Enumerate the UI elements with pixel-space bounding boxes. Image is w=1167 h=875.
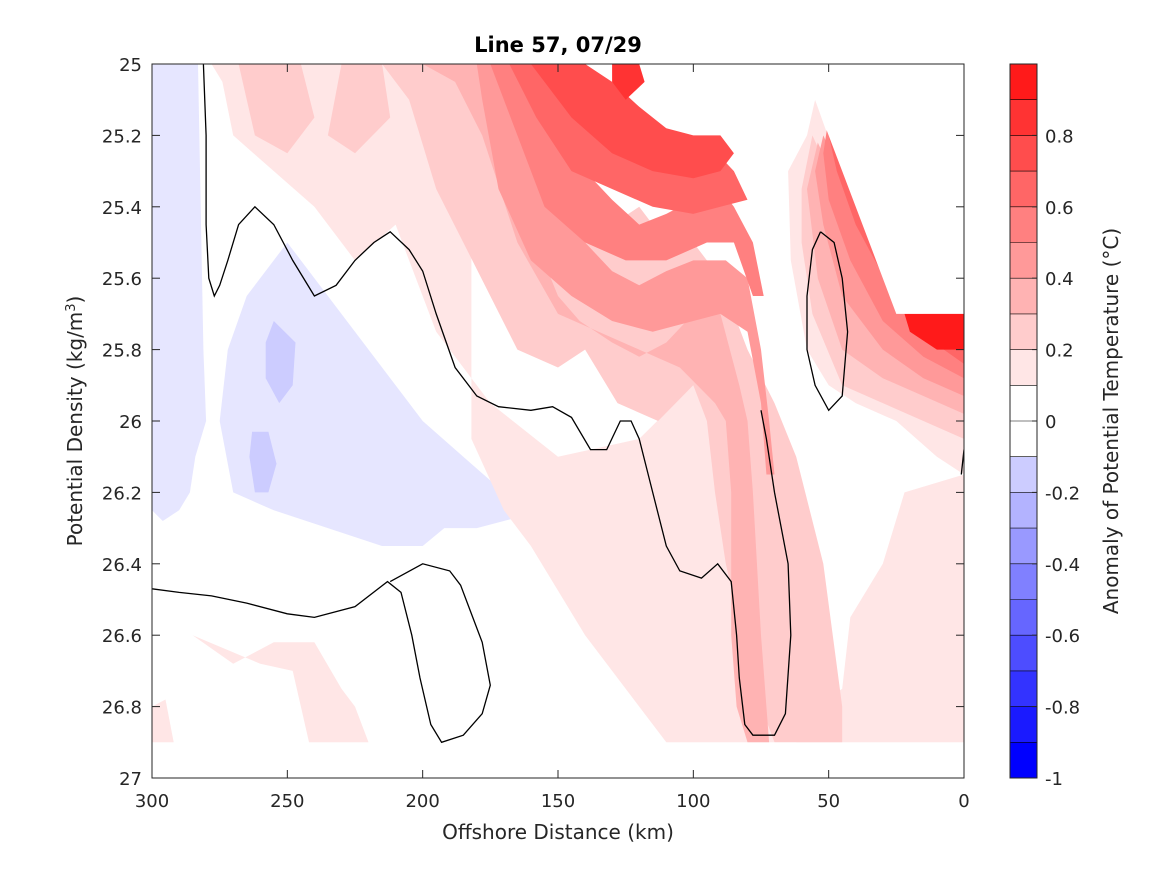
y-tick-label-1: 25.2: [102, 126, 142, 147]
x-axis: 300 250 200 150 100 50 0: [135, 64, 970, 812]
colorbar-band-4: [1010, 599, 1037, 636]
y-axis-label-text: Potential Density (kg/m: [63, 312, 87, 547]
colorbar-tick-label-5: -0.2: [1045, 483, 1080, 504]
colorbar-band-17: [1010, 135, 1037, 172]
colorbar-band-11: [1010, 349, 1037, 386]
colorbar-band-15: [1010, 206, 1037, 243]
y-tick-label-7: 26.4: [102, 555, 142, 576]
colorbar-tick-label-6: -0.4: [1045, 555, 1080, 576]
contour-region-7: [238, 64, 315, 154]
y-axis-label-superscript: 3: [64, 303, 79, 311]
zero-contour-lines: [152, 64, 964, 744]
contour-region-24: [192, 635, 369, 743]
colorbar-band-14: [1010, 242, 1037, 279]
plot-area: [152, 64, 964, 778]
chart-title: Line 57, 07/29: [474, 33, 642, 57]
y-tick-label-10: 27: [119, 769, 142, 790]
colorbar-band-12: [1010, 313, 1037, 350]
colorbar-tick-label-0: 0.8: [1045, 126, 1074, 147]
filled-contour-regions: [152, 64, 964, 743]
zero-contour-line-1: [152, 563, 491, 744]
colorbar-tick-label-3: 0.2: [1045, 341, 1074, 362]
colorbar-tick-label-9: -1: [1045, 769, 1063, 790]
contour-region-4: [249, 431, 277, 493]
x-axis-label: Offshore Distance (km): [442, 820, 674, 844]
colorbar-tick-label-2: 0.4: [1045, 269, 1074, 290]
y-axis: 25 25.2 25.4 25.6 25.8 26 26.2 26.4 26.6 26.8 27: [102, 55, 964, 790]
colorbar-tick-label-1: 0.6: [1045, 198, 1074, 219]
contour-region-14: [612, 64, 645, 100]
colorbar-band-3: [1010, 635, 1037, 672]
y-tick-label-3: 25.6: [102, 269, 142, 290]
colorbar-tick-label-7: -0.6: [1045, 626, 1080, 647]
colorbar: 0.8 0.6 0.4 0.2 0 -0.2 -0.4 -0.6 -0.8 -1 Anomaly …: [1009, 63, 1123, 790]
colorbar-band-1: [1010, 706, 1037, 743]
colorbar-band-13: [1010, 278, 1037, 315]
contour-region-25: [152, 699, 174, 743]
x-tick-label-5: 50: [817, 791, 840, 812]
y-tick-label-0: 25: [119, 55, 142, 76]
colorbar-band-7: [1010, 492, 1037, 529]
y-tick-label-5: 26: [119, 412, 142, 433]
colorbar-band-5: [1010, 563, 1037, 600]
x-tick-label-6: 0: [958, 791, 969, 812]
y-tick-label-8: 26.6: [102, 626, 142, 647]
colorbar-label: Anomaly of Potential Temperature (°C): [1099, 228, 1123, 614]
colorbar-tick-label-8: -0.8: [1045, 698, 1080, 719]
colorbar-band-10: [1010, 385, 1037, 422]
x-tick-label-2: 200: [405, 791, 439, 812]
contour-region-1: [152, 64, 207, 521]
colorbar-band-18: [1010, 99, 1037, 136]
x-tick-label-0: 300: [135, 791, 169, 812]
contour-region-3: [265, 321, 296, 404]
y-tick-label-4: 25.8: [102, 341, 142, 362]
contour-region-2: [219, 242, 518, 546]
contour-region-8: [327, 64, 391, 154]
x-tick-label-3: 150: [541, 791, 575, 812]
colorbar-band-8: [1010, 456, 1037, 493]
zero-contour-line-0: [202, 64, 792, 736]
y-tick-label-9: 26.8: [102, 698, 142, 719]
colorbar-tick-label-4: 0: [1045, 412, 1056, 433]
y-tick-label-2: 25.4: [102, 198, 142, 219]
y-axis-label-tail: ): [63, 296, 87, 304]
contour-region-23: [904, 313, 964, 350]
y-axis-label: Potential Density (kg/m3): [63, 296, 87, 547]
colorbar-band-16: [1010, 171, 1037, 208]
colorbar-band-9: [1010, 421, 1037, 457]
colorbar-bands: [1010, 64, 1037, 779]
colorbar-ticks: 0.8 0.6 0.4 0.2 0 -0.2 -0.4 -0.6 -0.8 -1: [1032, 126, 1080, 790]
contour-region-13: [530, 64, 734, 179]
contour-region-5: [211, 64, 964, 743]
colorbar-band-2: [1010, 670, 1037, 707]
x-tick-label-1: 250: [270, 791, 304, 812]
contour-region-9: [422, 64, 770, 743]
contour-region-27: [706, 64, 964, 314]
zero-contour-line-2: [806, 231, 849, 412]
colorbar-band-19: [1010, 64, 1037, 100]
colorbar-band-0: [1010, 742, 1037, 779]
y-tick-label-6: 26.2: [102, 483, 142, 504]
x-tick-label-4: 100: [676, 791, 710, 812]
colorbar-band-6: [1010, 528, 1037, 565]
